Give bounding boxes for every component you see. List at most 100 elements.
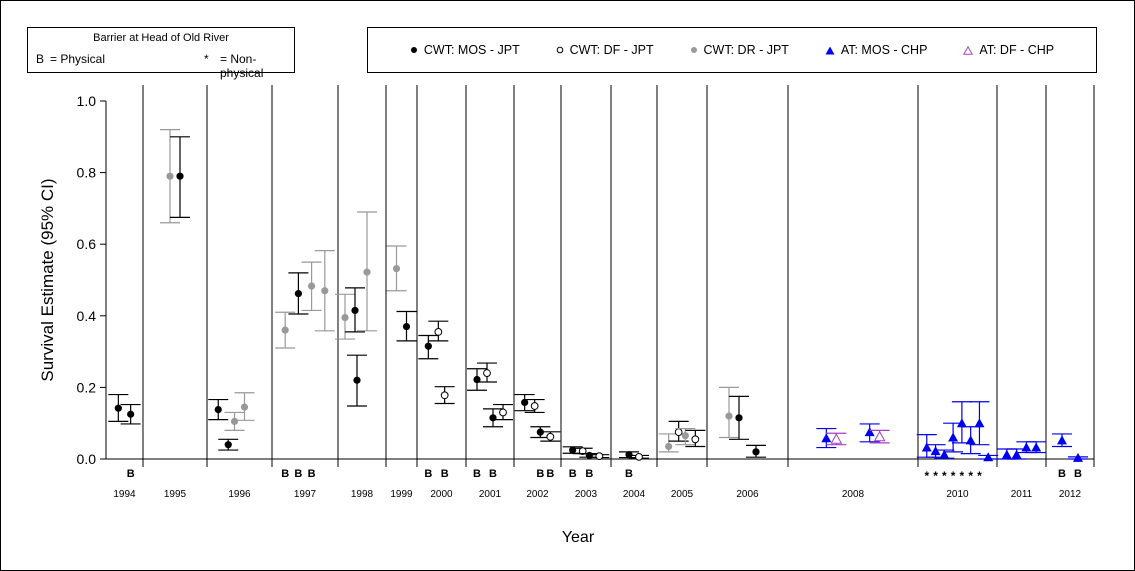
year-label: 2005 bbox=[671, 489, 694, 500]
legend-item-cwt-df: CWT: DF - JPT bbox=[556, 43, 654, 57]
data-point bbox=[625, 451, 633, 459]
data-point bbox=[1001, 449, 1012, 459]
barrier-code: * bbox=[942, 469, 947, 483]
legend-label: CWT: DF - JPT bbox=[569, 43, 654, 57]
barrier-code: * bbox=[960, 469, 965, 483]
data-point bbox=[821, 433, 832, 443]
data-point bbox=[873, 430, 886, 442]
y-tick-label: 0.0 bbox=[77, 451, 97, 467]
data-point bbox=[166, 172, 174, 180]
legend-item-cwt-mos: CWT: MOS - JPT bbox=[410, 43, 520, 57]
data-point bbox=[176, 172, 184, 180]
barrier-code: B bbox=[546, 468, 554, 480]
data-point bbox=[1021, 442, 1032, 452]
data-point bbox=[530, 402, 539, 410]
barrier-code: B bbox=[1074, 468, 1082, 480]
data-point bbox=[483, 369, 491, 377]
barrier-code: B bbox=[489, 468, 497, 480]
legend-label: CWT: DR - JPT bbox=[703, 43, 789, 57]
data-point bbox=[341, 313, 349, 322]
data-point bbox=[752, 448, 760, 456]
data-point bbox=[974, 418, 985, 428]
filled-circle-icon bbox=[410, 47, 417, 53]
data-point bbox=[392, 264, 401, 273]
open-circle-icon bbox=[556, 46, 563, 54]
data-point bbox=[691, 435, 700, 444]
data-point bbox=[1057, 435, 1067, 445]
year-label: 2003 bbox=[575, 489, 598, 500]
x-axis-label: Year bbox=[562, 529, 595, 546]
data-point bbox=[521, 398, 529, 407]
barrier-code: B bbox=[308, 468, 316, 480]
data-point bbox=[114, 404, 122, 412]
y-tick-label: 0.8 bbox=[77, 165, 97, 181]
data-point bbox=[294, 290, 302, 298]
data-point bbox=[674, 428, 683, 437]
year-label: 2000 bbox=[430, 489, 453, 500]
data-point bbox=[595, 452, 604, 461]
legend-item-at-df: AT: DF - CHP bbox=[963, 43, 1054, 57]
open-triangle-icon bbox=[963, 45, 974, 55]
data-point bbox=[665, 442, 673, 451]
y-tick-label: 1.0 bbox=[77, 93, 97, 109]
data-point bbox=[351, 306, 359, 315]
barrier-code: B bbox=[1058, 468, 1066, 480]
data-point bbox=[1011, 449, 1022, 459]
barrier-legend-title: Barrier at Head of Old River bbox=[93, 32, 229, 44]
year-dividers bbox=[142, 85, 1095, 467]
barrier-code: B bbox=[625, 468, 633, 480]
data-point bbox=[240, 403, 249, 411]
data-point bbox=[635, 452, 643, 461]
year-label: 1995 bbox=[164, 489, 187, 500]
barrier-code: * bbox=[951, 469, 956, 483]
y-tick-label: 0.4 bbox=[77, 308, 97, 324]
data-point bbox=[725, 412, 733, 420]
gray-circle-icon bbox=[690, 47, 697, 53]
data-point bbox=[983, 452, 994, 462]
axes-layer: 0.0 0.2 0.4 0.6 0.8 1.0 bbox=[77, 93, 1094, 467]
year-label: 1997 bbox=[294, 489, 317, 500]
year-label: 2010 bbox=[946, 489, 969, 500]
barrier-code: * bbox=[933, 469, 938, 483]
data-marks bbox=[108, 129, 1088, 462]
data-point bbox=[499, 408, 507, 417]
barrier-code: B bbox=[127, 468, 135, 480]
barrier-code: B bbox=[424, 468, 432, 480]
series-legend: CWT: MOS - JPT CWT: DF - JPT CWT: DR - J… bbox=[367, 27, 1097, 73]
y-tick-label: 0.6 bbox=[77, 236, 97, 252]
data-point bbox=[965, 435, 976, 445]
barrier-legend: Barrier at Head of Old River B = Physica… bbox=[27, 27, 295, 80]
barrier-code: B bbox=[281, 468, 289, 480]
data-point bbox=[546, 432, 555, 441]
year-label: 2004 bbox=[623, 489, 646, 500]
data-point bbox=[224, 441, 232, 449]
year-label: 1998 bbox=[351, 489, 374, 500]
barrier-code: B bbox=[473, 468, 481, 480]
barrier-code: B bbox=[536, 468, 544, 480]
data-point bbox=[363, 268, 371, 276]
data-point bbox=[864, 427, 875, 437]
year-label: 2002 bbox=[526, 489, 549, 500]
data-point bbox=[127, 410, 135, 418]
data-point bbox=[681, 432, 689, 440]
data-point bbox=[353, 376, 361, 384]
year-label: 1994 bbox=[113, 489, 136, 500]
data-point bbox=[948, 432, 959, 442]
filled-triangle-icon bbox=[825, 46, 835, 54]
nonphysical-code: * bbox=[204, 52, 209, 66]
data-point bbox=[956, 418, 967, 428]
data-point bbox=[440, 391, 449, 400]
data-point bbox=[489, 414, 497, 422]
data-point bbox=[830, 433, 843, 444]
legend-label: CWT: MOS - JPT bbox=[423, 43, 520, 57]
data-point bbox=[1031, 442, 1042, 452]
data-point bbox=[921, 442, 932, 452]
data-point bbox=[402, 322, 411, 331]
data-point bbox=[308, 282, 316, 290]
data-point bbox=[281, 326, 289, 334]
barrier-code: B bbox=[294, 468, 302, 480]
data-point bbox=[569, 446, 577, 454]
year-label: 2008 bbox=[842, 489, 865, 500]
